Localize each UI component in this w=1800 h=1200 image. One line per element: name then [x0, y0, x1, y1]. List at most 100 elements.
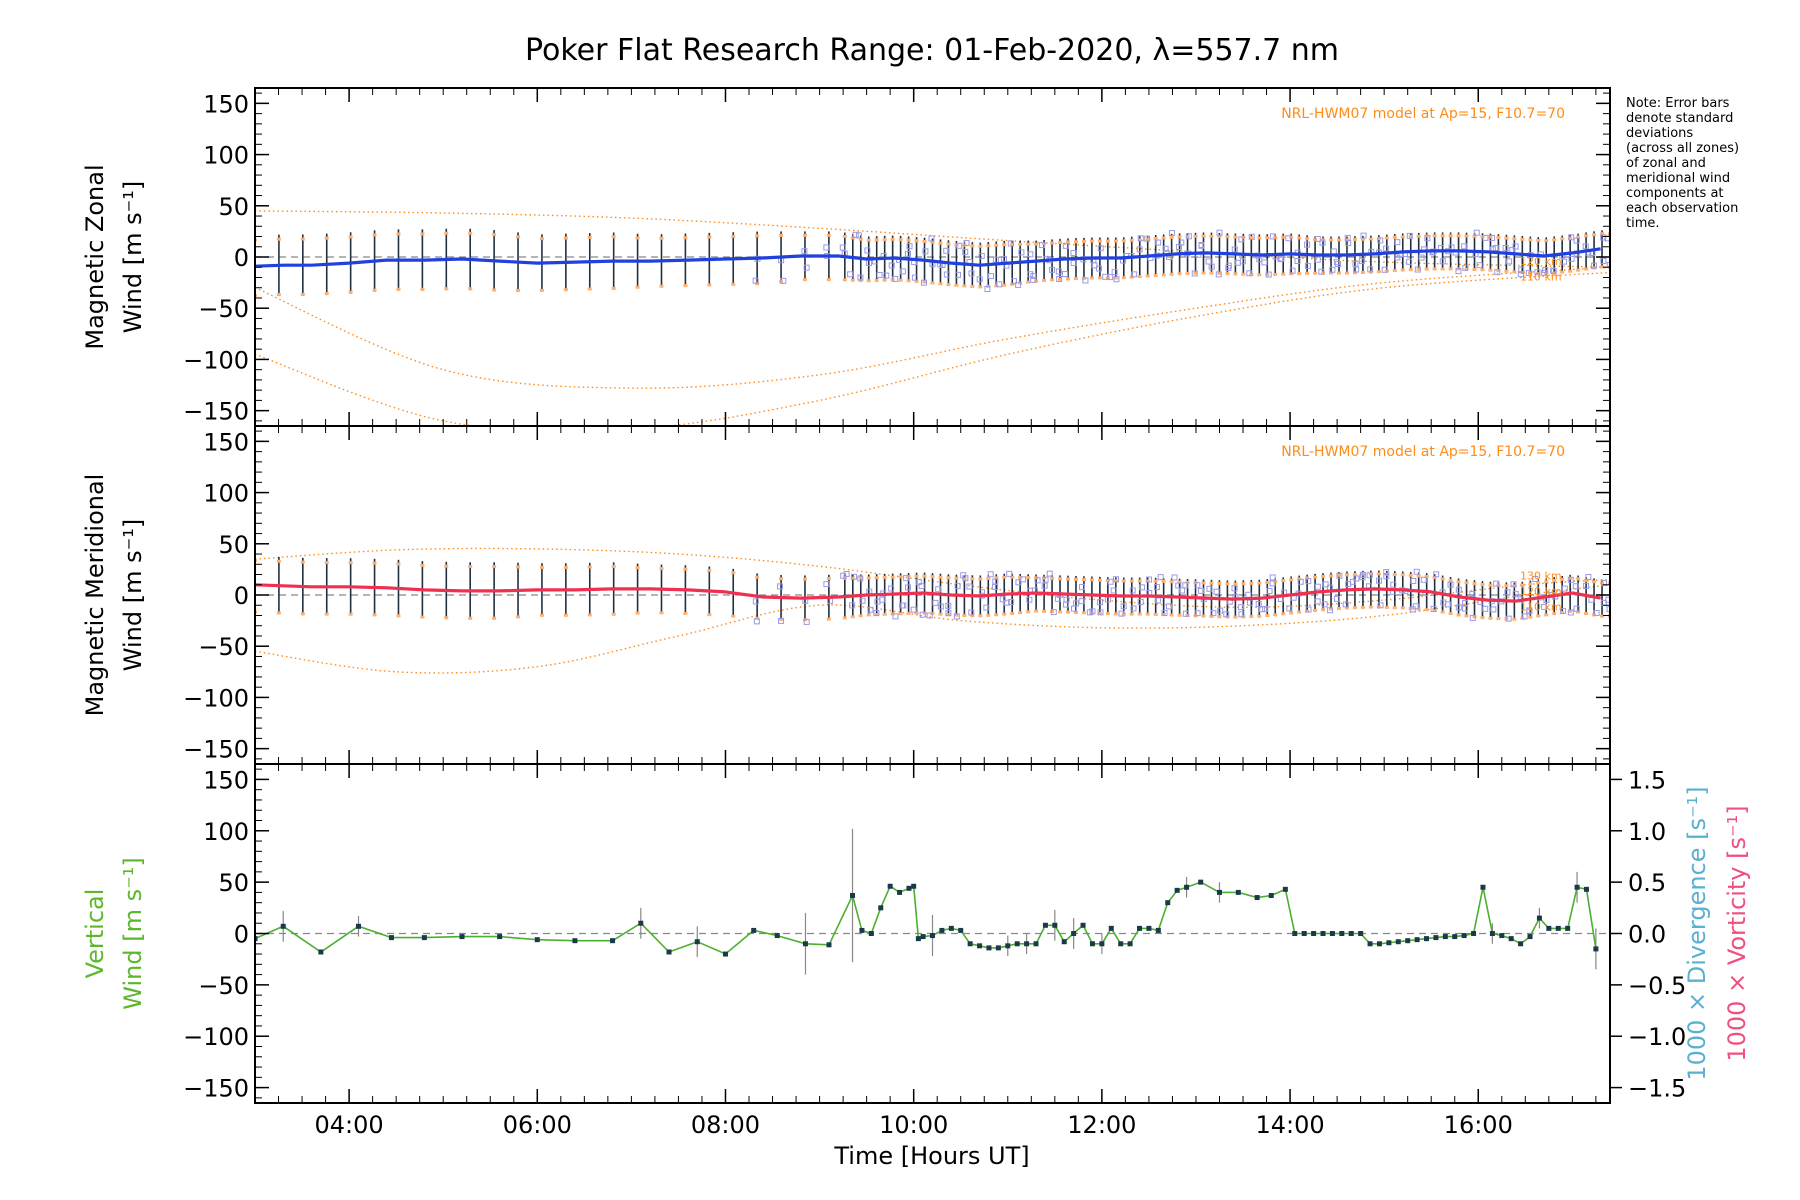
vertical-wind-point: [1348, 931, 1354, 936]
note-line: (across all zones): [1626, 141, 1739, 156]
model-mark: [898, 278, 903, 282]
zone-sample: [1314, 598, 1321, 605]
altitude-label: 110 km: [1520, 600, 1562, 613]
model-mark: [922, 280, 927, 284]
model-mark: [1217, 271, 1222, 275]
zone-sample: [1329, 266, 1336, 273]
zone-sample: [1410, 577, 1417, 584]
model-mark: [1161, 273, 1166, 277]
model-mark: [1424, 575, 1429, 579]
model-mark: [994, 576, 999, 580]
model-mark: [1129, 579, 1134, 583]
zone-sample: [847, 271, 854, 278]
model-mark: [986, 244, 991, 248]
wind-line: [255, 247, 1601, 268]
model-mark: [1153, 612, 1158, 616]
zone-sample: [1412, 603, 1419, 610]
model-mark: [1169, 580, 1174, 584]
vertical-wind-line: [255, 881, 1597, 955]
vertical-wind-point: [1042, 922, 1048, 928]
zone-sample: [1206, 585, 1213, 592]
zone-sample: [1216, 229, 1223, 236]
zone-sample: [1304, 262, 1311, 269]
zone-sample: [1056, 275, 1063, 282]
zone-sample: [1559, 608, 1566, 615]
model-mark: [858, 279, 863, 283]
model-mark: [1289, 611, 1294, 615]
model-mark: [1241, 272, 1246, 276]
vertical-wind-point: [1593, 946, 1599, 952]
zone-sample: [992, 256, 999, 263]
vertical-wind-point: [1118, 941, 1124, 947]
model-label: NRL-HWM07 model at Ap=15, F10.7=70: [1281, 106, 1565, 122]
zone-sample: [1161, 609, 1168, 616]
model-mark: [1448, 578, 1453, 582]
model-mark: [587, 613, 592, 617]
model-mark: [1576, 610, 1581, 614]
model-mark: [587, 565, 592, 569]
model-mark: [938, 575, 943, 579]
model-mark: [755, 234, 760, 238]
zone-sample: [1210, 610, 1217, 617]
zone-sample: [778, 617, 785, 624]
x-tick-label: 04:00: [315, 1111, 384, 1139]
model-mark: [1002, 575, 1007, 579]
zone-sample: [1502, 244, 1509, 251]
zone-sample: [1138, 584, 1145, 591]
zone-sample: [983, 604, 990, 611]
vertical-wind-point: [995, 945, 1001, 951]
zone-sample: [1215, 271, 1222, 278]
model-mark: [1376, 237, 1381, 241]
vertical-wind-point: [939, 927, 945, 933]
note-line: deviations: [1626, 126, 1693, 141]
model-mark: [1488, 235, 1493, 239]
model-mark: [1384, 236, 1389, 240]
zone-sample: [1600, 234, 1607, 241]
model-mark: [1472, 267, 1477, 271]
zone-sample: [1439, 258, 1446, 265]
zone-sample: [1097, 609, 1104, 616]
model-mark: [1097, 578, 1102, 582]
zone-sample: [899, 268, 906, 275]
zone-sample: [1208, 263, 1215, 270]
vertical-wind-point: [1480, 884, 1486, 890]
zone-sample: [1113, 576, 1120, 583]
model-mark: [372, 613, 377, 617]
model-mark: [1600, 232, 1605, 236]
model-mark: [683, 236, 688, 240]
model-mark: [1257, 273, 1262, 277]
model-mark: [898, 238, 903, 242]
model-mark: [1257, 236, 1262, 240]
model-mark: [1352, 238, 1357, 242]
zone-sample: [801, 248, 808, 255]
model-mark: [1305, 609, 1310, 613]
model-mark: [1568, 576, 1573, 580]
vertical-wind-point: [459, 934, 465, 940]
model-mark: [1313, 608, 1318, 612]
zone-sample: [1561, 585, 1568, 592]
model-mark: [731, 614, 736, 618]
zone-sample: [900, 602, 907, 609]
zone-sample: [1383, 573, 1390, 580]
vertical-wind-point: [920, 934, 926, 940]
model-mark: [1376, 270, 1381, 274]
model-mark: [587, 235, 592, 239]
note-line: meridional wind: [1626, 171, 1730, 186]
vertical-wind-point: [1155, 927, 1161, 933]
x-tick-label: 12:00: [1067, 1111, 1136, 1139]
y-tick-label: 150: [203, 428, 249, 456]
model-mark: [1058, 610, 1063, 614]
model-mark: [539, 288, 544, 292]
zone-sample: [1314, 235, 1321, 242]
model-mark: [563, 236, 568, 240]
zone-sample: [1007, 240, 1014, 247]
zone-sample: [855, 232, 862, 239]
zone-sample: [1532, 576, 1539, 583]
model-mark: [1209, 614, 1214, 618]
model-mark: [1368, 237, 1373, 241]
vertical-wind-point: [694, 939, 700, 945]
zone-sample: [1072, 600, 1079, 607]
model-mark: [1464, 234, 1469, 238]
model-mark: [1337, 238, 1341, 242]
vertical-wind-point: [1565, 925, 1571, 931]
